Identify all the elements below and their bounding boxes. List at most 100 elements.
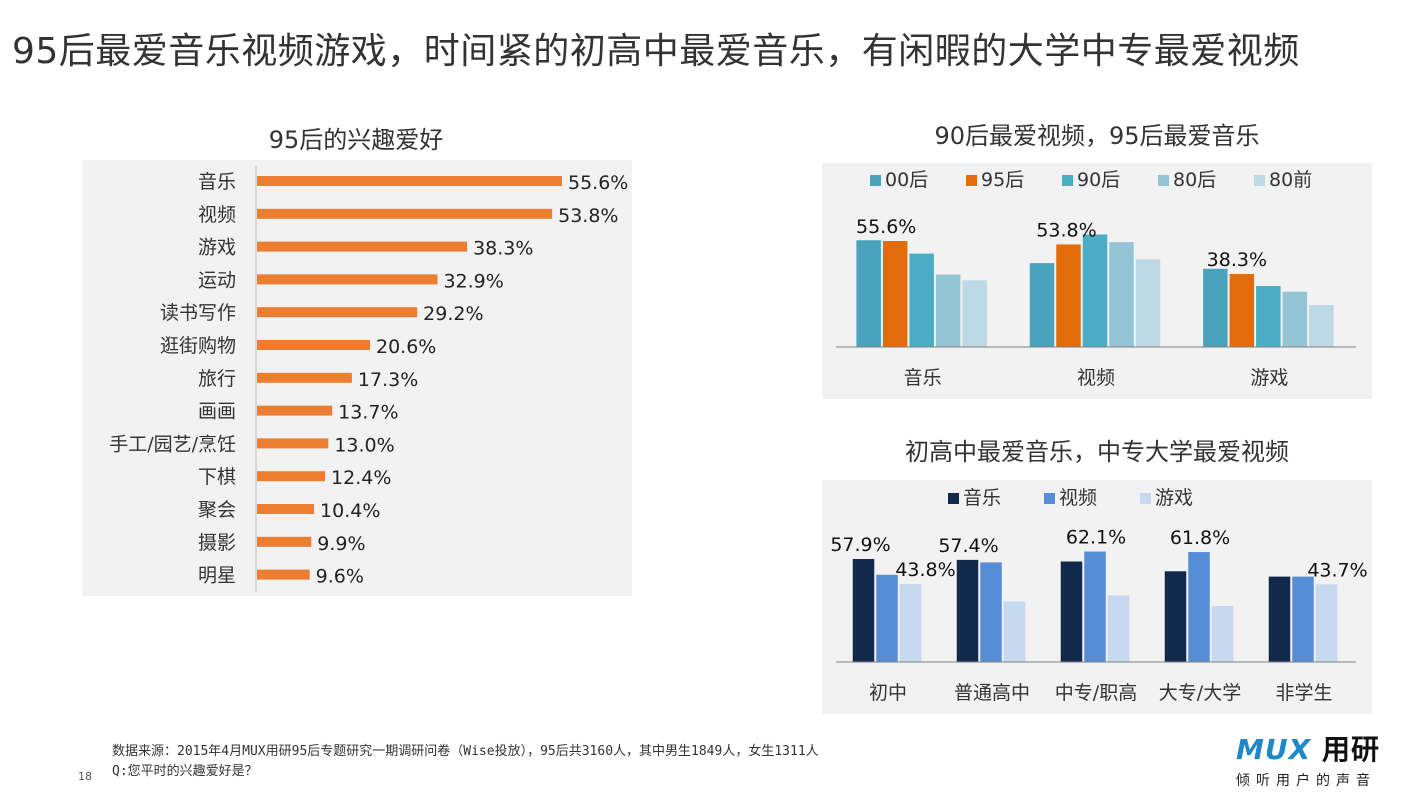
- data-label: 20.6%: [376, 336, 436, 358]
- source-note: 数据来源：2015年4月MUX用研95后专题研究一期调研问卷（Wise投放），9…: [112, 742, 819, 782]
- legend-label: 00后: [885, 169, 928, 191]
- bar: [1211, 605, 1234, 662]
- bar: [257, 536, 312, 547]
- bar: [1084, 551, 1106, 662]
- bar: [257, 471, 326, 482]
- bar: [257, 438, 329, 449]
- bar: [1003, 601, 1026, 662]
- data-label: 43.7%: [1307, 559, 1367, 581]
- category-label: 明星: [198, 565, 236, 587]
- legend-swatch: [1158, 175, 1169, 186]
- bar: [1107, 595, 1130, 662]
- bar: [1188, 552, 1210, 662]
- data-label: 55.6%: [568, 172, 628, 194]
- bar: [257, 241, 468, 252]
- logo-name: 用研: [1321, 733, 1380, 766]
- category-label: 旅行: [198, 368, 236, 390]
- category-label: 聚会: [198, 499, 236, 521]
- category-label: 视频: [1077, 367, 1115, 389]
- legend-label: 视频: [1059, 487, 1097, 509]
- data-label: 53.8%: [1036, 219, 1096, 241]
- legend-swatch: [1254, 175, 1265, 186]
- bar: [1229, 273, 1255, 347]
- bar: [1056, 244, 1081, 347]
- mux-logo: MUX 用研 倾听用户的声音: [1236, 728, 1396, 790]
- legend-swatch: [870, 175, 881, 186]
- bar: [1292, 576, 1314, 662]
- question-line: Q:您平时的兴趣爱好是？: [112, 764, 258, 779]
- bar: [882, 241, 908, 347]
- bar: [1282, 291, 1308, 347]
- data-label: 13.0%: [334, 434, 394, 456]
- chart-panel: [82, 160, 632, 596]
- data-label: 29.2%: [423, 303, 483, 325]
- bar: [1060, 561, 1083, 662]
- legend-swatch: [1044, 493, 1055, 504]
- data-label: 9.6%: [316, 566, 364, 588]
- bar: [257, 176, 562, 186]
- bar: [257, 208, 553, 219]
- legend-swatch: [1140, 493, 1151, 504]
- chart-title-schools: 初高中最爱音乐，中专大学最爱视频: [905, 438, 1289, 466]
- bar: [1203, 268, 1228, 347]
- legend-swatch: [948, 493, 959, 504]
- data-label: 53.8%: [558, 205, 618, 227]
- data-label: 55.6%: [856, 216, 916, 238]
- chart-title-interests: 95后的兴趣爱好: [268, 126, 444, 154]
- generations-bar-chart: 00后 95后 90后 80后 80前 音乐 视频 游戏 55.6% 53.8% 38.3%: [822, 163, 1372, 399]
- data-label: 13.7%: [338, 402, 398, 424]
- category-label: 音乐: [904, 367, 942, 389]
- data-label: 32.9%: [443, 270, 503, 292]
- data-label: 57.9%: [830, 534, 890, 556]
- bar: [876, 574, 898, 662]
- legend-swatch: [966, 175, 977, 186]
- bar: [1029, 263, 1055, 347]
- source-line: 数据来源：2015年4月MUX用研95后专题研究一期调研问卷（Wise投放），9…: [112, 744, 819, 759]
- school-stage-bar-chart: 音乐 视频 游戏 初中 普通高中 中专/职高 大专/大学 非学生 57.9%43.8%57.4…: [822, 480, 1372, 714]
- bar: [852, 559, 875, 662]
- logo-slogan: 倾听用户的声音: [1236, 773, 1376, 789]
- legend-label: 80后: [1173, 169, 1216, 191]
- data-label: 9.9%: [317, 533, 365, 555]
- chart-title-generations: 90后最爱视频，95后最爱音乐: [934, 122, 1260, 150]
- legend-label: 游戏: [1155, 487, 1193, 509]
- legend-label: 80前: [1269, 169, 1312, 191]
- bar: [257, 274, 438, 285]
- category-label: 读书写作: [160, 302, 236, 324]
- page-headline: 95后最爱音乐视频游戏，时间紧的初高中最爱音乐，有闲暇的大学中专最爱视频: [12, 31, 1300, 72]
- legend-label: 95后: [981, 169, 1024, 191]
- bar: [899, 584, 922, 662]
- bar: [257, 405, 333, 416]
- legend-label: 音乐: [963, 487, 1001, 509]
- data-label: 38.3%: [473, 238, 533, 260]
- data-label: 10.4%: [320, 500, 380, 522]
- data-label: 17.3%: [358, 369, 418, 391]
- category-label: 手工/园艺/烹饪: [109, 433, 236, 455]
- bar: [1268, 576, 1291, 662]
- legend-swatch: [1062, 175, 1073, 186]
- bar: [980, 562, 1002, 662]
- category-label: 大专/大学: [1159, 682, 1241, 704]
- category-label: 下棋: [198, 466, 236, 488]
- bar: [856, 240, 881, 347]
- data-label: 43.8%: [895, 559, 955, 581]
- bar: [956, 559, 979, 662]
- category-label: 逛街购物: [160, 335, 236, 357]
- bar: [1109, 242, 1134, 347]
- data-label: 57.4%: [938, 535, 998, 557]
- category-label: 普通高中: [954, 682, 1030, 704]
- category-label: 视频: [198, 204, 236, 226]
- category-label: 运动: [198, 269, 236, 291]
- interests-bar-chart: 音乐 55.6% 视频 53.8% 游戏 38.3% 运动 32.9% 读书写作 29.2% 逛街购…: [82, 160, 632, 596]
- category-label: 游戏: [198, 237, 236, 259]
- bar: [257, 340, 371, 350]
- bar: [935, 274, 961, 347]
- legend-label: 90后: [1077, 169, 1120, 191]
- data-label: 62.1%: [1066, 527, 1126, 549]
- category-label: 初中: [869, 682, 907, 704]
- category-label: 中专/职高: [1055, 682, 1137, 704]
- data-label: 38.3%: [1207, 249, 1267, 271]
- bar: [1082, 234, 1108, 347]
- bar: [909, 253, 934, 347]
- bar: [257, 307, 418, 318]
